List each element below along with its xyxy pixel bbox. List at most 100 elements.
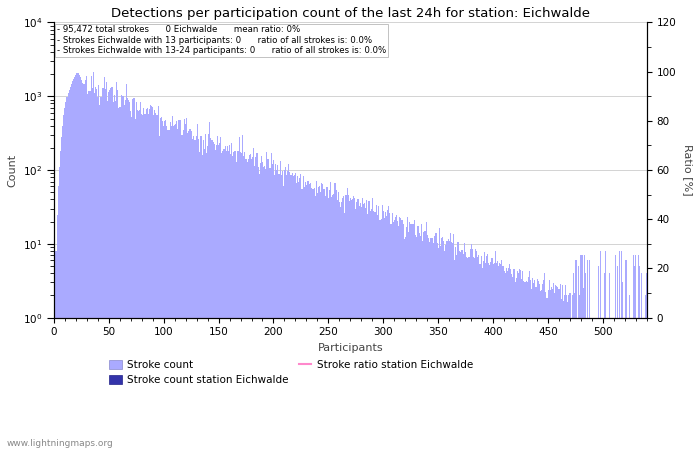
Bar (65, 102, 66, 450)
Bar (368, 201, 370, 450)
Bar (634, 266, 636, 450)
Bar (142, 115, 144, 450)
Bar (375, 212, 376, 450)
Bar (126, 84, 127, 450)
Bar (386, 216, 387, 450)
Bar (518, 273, 519, 450)
Bar (422, 241, 423, 450)
Bar (531, 289, 532, 450)
Bar (236, 162, 237, 450)
Bar (78, 75, 80, 450)
Bar (119, 107, 120, 450)
Bar (59, 167, 60, 450)
Bar (164, 121, 165, 450)
Bar (155, 113, 157, 450)
Bar (290, 175, 292, 450)
Bar (540, 291, 541, 450)
Bar (629, 296, 630, 450)
Bar (365, 207, 366, 450)
Bar (341, 202, 342, 450)
Bar (519, 269, 520, 450)
Bar (220, 137, 221, 450)
Bar (442, 238, 443, 450)
Bar (402, 224, 404, 450)
Bar (429, 242, 430, 450)
Bar (597, 318, 598, 450)
Bar (399, 217, 400, 450)
Bar (451, 242, 452, 450)
Bar (265, 169, 266, 450)
Bar (173, 126, 174, 450)
Bar (360, 207, 362, 450)
Bar (107, 101, 108, 450)
Bar (598, 266, 599, 450)
Bar (611, 318, 612, 450)
Bar (95, 86, 96, 450)
Bar (333, 194, 335, 450)
Bar (351, 200, 352, 450)
Bar (503, 271, 505, 450)
Bar (418, 226, 419, 450)
Bar (559, 284, 561, 450)
Bar (117, 90, 118, 450)
Bar (239, 137, 240, 450)
Bar (319, 186, 320, 450)
Bar (250, 154, 251, 450)
Bar (426, 221, 427, 450)
Bar (63, 116, 64, 450)
Bar (409, 222, 410, 450)
Bar (238, 151, 239, 450)
Bar (106, 82, 107, 450)
Bar (545, 292, 547, 450)
Bar (373, 211, 374, 450)
Bar (260, 163, 261, 450)
Bar (517, 270, 518, 450)
Bar (520, 270, 522, 450)
Bar (638, 266, 640, 450)
Bar (158, 106, 159, 450)
Bar (511, 274, 512, 450)
Bar (407, 217, 408, 450)
Bar (153, 115, 154, 450)
Bar (420, 236, 421, 450)
Bar (433, 243, 435, 450)
Bar (151, 107, 152, 450)
Bar (206, 153, 207, 450)
Bar (395, 217, 396, 450)
Bar (211, 140, 213, 450)
Bar (641, 273, 642, 450)
Bar (586, 318, 587, 450)
Bar (582, 288, 584, 450)
Bar (200, 136, 202, 450)
Bar (553, 283, 554, 450)
Bar (300, 174, 302, 450)
Bar (339, 202, 340, 450)
Bar (69, 90, 70, 450)
Bar (269, 168, 270, 450)
Bar (522, 270, 524, 450)
Bar (370, 212, 371, 450)
Bar (64, 108, 65, 450)
Bar (480, 256, 482, 450)
Bar (410, 224, 412, 450)
Bar (414, 235, 416, 450)
Bar (241, 153, 242, 450)
Bar (234, 151, 236, 450)
Bar (240, 153, 241, 450)
Bar (67, 93, 69, 450)
Bar (327, 187, 328, 450)
Bar (342, 198, 343, 450)
Bar (466, 257, 468, 450)
Bar (148, 114, 149, 450)
Bar (499, 263, 500, 450)
Bar (246, 162, 248, 450)
Bar (379, 220, 381, 450)
Bar (445, 245, 447, 450)
Bar (496, 263, 497, 450)
Bar (484, 252, 485, 450)
Bar (169, 122, 171, 450)
Bar (292, 173, 293, 450)
Bar (130, 111, 131, 450)
Bar (482, 268, 483, 450)
Bar (266, 152, 267, 450)
